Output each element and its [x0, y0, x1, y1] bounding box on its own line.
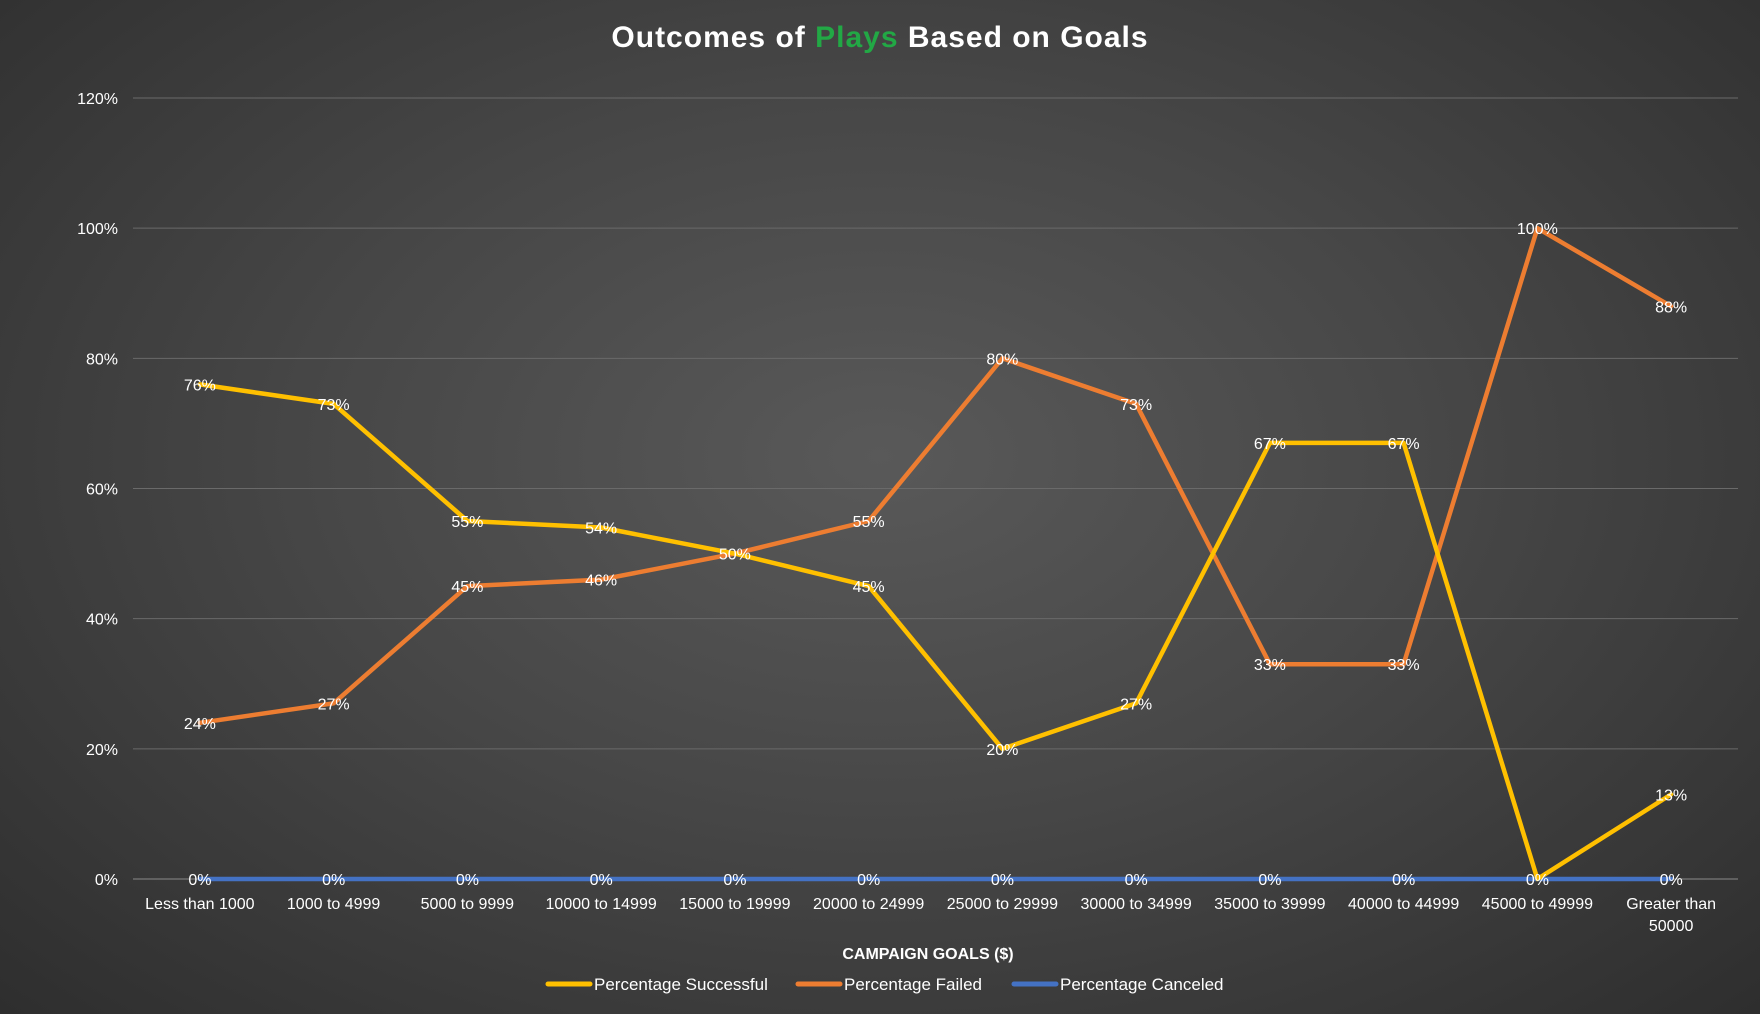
- data-label: 80%: [986, 351, 1018, 368]
- x-tick-label: Greater than 50000: [1626, 896, 1716, 935]
- data-label: 33%: [1388, 657, 1420, 674]
- x-tick-label: 1000 to 4999: [287, 896, 381, 913]
- chart-title: Outcomes of Plays Based on Goals: [611, 21, 1148, 54]
- data-label: 55%: [853, 514, 885, 531]
- data-label: 54%: [585, 521, 617, 538]
- legend-label: Percentage Canceled: [1060, 975, 1224, 994]
- data-label: 0%: [991, 872, 1014, 889]
- data-label: 55%: [451, 514, 483, 531]
- y-tick-label: 40%: [86, 612, 118, 629]
- y-tick-label: 100%: [77, 221, 118, 238]
- data-label: 50%: [719, 547, 751, 564]
- data-label: 73%: [1120, 397, 1152, 414]
- y-tick-label: 120%: [77, 91, 118, 108]
- data-label: 45%: [853, 579, 885, 596]
- y-tick-label: 0%: [95, 872, 118, 889]
- data-label: 27%: [1120, 696, 1152, 713]
- chart-title-suffix: Based on Goals: [899, 21, 1149, 54]
- x-tick-label: 20000 to 24999: [813, 896, 924, 913]
- series-line-percentage-failed: [197, 225, 1674, 726]
- chart-title-highlight: Plays: [815, 21, 898, 54]
- data-labels: 76% 73% 55% 54% 50% 45% 20% 27% 67% 67% 0% 13% 24% 27…: [184, 221, 1687, 889]
- x-tick-label: 45000 to 49999: [1482, 896, 1593, 913]
- data-label: 67%: [1254, 436, 1286, 453]
- data-label: 76%: [184, 377, 216, 394]
- data-label: 0%: [1125, 872, 1148, 889]
- data-label: 0%: [590, 872, 613, 889]
- legend-label: Percentage Failed: [844, 975, 982, 994]
- x-tick-label: 30000 to 34999: [1081, 896, 1192, 913]
- x-tick-label: 35000 to 39999: [1214, 896, 1325, 913]
- y-tick-label: 20%: [86, 742, 118, 759]
- legend-label: Percentage Successful: [594, 975, 768, 994]
- data-label: 13%: [1655, 787, 1687, 804]
- x-tick-label: Less than 1000: [145, 896, 255, 913]
- y-tick-label: 80%: [86, 351, 118, 368]
- data-label: 0%: [857, 872, 880, 889]
- x-axis-title: CAMPAIGN GOALS ($): [842, 946, 1013, 963]
- data-label: 0%: [1392, 872, 1415, 889]
- x-tick-label: 40000 to 44999: [1348, 896, 1459, 913]
- data-label: 0%: [322, 872, 345, 889]
- data-label: 0%: [456, 872, 479, 889]
- data-label: 0%: [1258, 872, 1281, 889]
- x-tick-label: 10000 to 14999: [546, 896, 657, 913]
- x-tick-label: 25000 to 29999: [947, 896, 1058, 913]
- data-label: 24%: [184, 716, 216, 733]
- y-tick-label: 60%: [86, 482, 118, 499]
- data-label: 100%: [1517, 221, 1558, 238]
- chart-title-prefix: Outcomes of: [611, 21, 815, 54]
- data-label: 0%: [1660, 872, 1683, 889]
- data-label: 33%: [1254, 657, 1286, 674]
- data-label: 27%: [318, 696, 350, 713]
- legend: Percentage Successful Percentage Failed Pe…: [545, 975, 1224, 994]
- series-line-percentage-successful: [197, 382, 1674, 882]
- series-lines: [197, 225, 1674, 882]
- gridlines: [133, 97, 1738, 880]
- data-label: 0%: [188, 872, 211, 889]
- data-label: 20%: [986, 742, 1018, 759]
- data-label: 73%: [318, 397, 350, 414]
- x-tick-label: 5000 to 9999: [421, 896, 515, 913]
- data-label: 67%: [1388, 436, 1420, 453]
- data-label: 46%: [585, 573, 617, 590]
- y-axis-ticks: 0% 20% 40% 60% 80% 100% 120%: [77, 91, 118, 889]
- data-label: 0%: [723, 872, 746, 889]
- data-label: 0%: [1526, 872, 1549, 889]
- x-tick-label: 15000 to 19999: [679, 896, 790, 913]
- data-label: 45%: [451, 579, 483, 596]
- x-axis-ticks: Less than 1000 1000 to 4999 5000 to 9999 10…: [145, 896, 1716, 935]
- data-label: 88%: [1655, 299, 1687, 316]
